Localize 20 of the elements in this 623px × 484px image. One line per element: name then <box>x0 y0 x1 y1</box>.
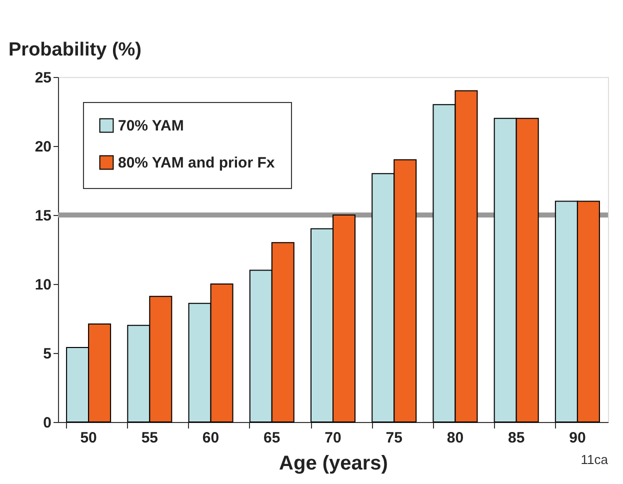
y-axis-title: Probability (%) <box>8 40 142 60</box>
y-tick-label: 20 <box>34 138 52 156</box>
x-tick-label: 65 <box>264 430 280 446</box>
y-tick-label: 0 <box>43 414 52 432</box>
legend-label: 70% YAM <box>118 118 184 134</box>
x-tick-label: 50 <box>80 430 97 446</box>
y-tick-label: 25 <box>34 70 52 86</box>
text: 11ca <box>580 452 609 467</box>
x-tick-label: 75 <box>386 430 402 446</box>
x-tick-label: 55 <box>141 430 158 446</box>
x-axis-title: Age (years) <box>279 452 388 474</box>
x-tick-label: 70 <box>324 430 342 446</box>
x-tick-label: 60 <box>202 430 220 446</box>
y-tick-label: 15 <box>34 208 52 224</box>
x-tick-label: 85 <box>508 430 525 446</box>
x-tick-label: 80 <box>446 430 464 446</box>
x-tick-label: 90 <box>569 430 586 446</box>
y-tick-label: 10 <box>34 276 52 294</box>
y-tick-label: 5 <box>43 346 52 362</box>
legend-label: 80% YAM and prior Fx <box>118 154 276 172</box>
